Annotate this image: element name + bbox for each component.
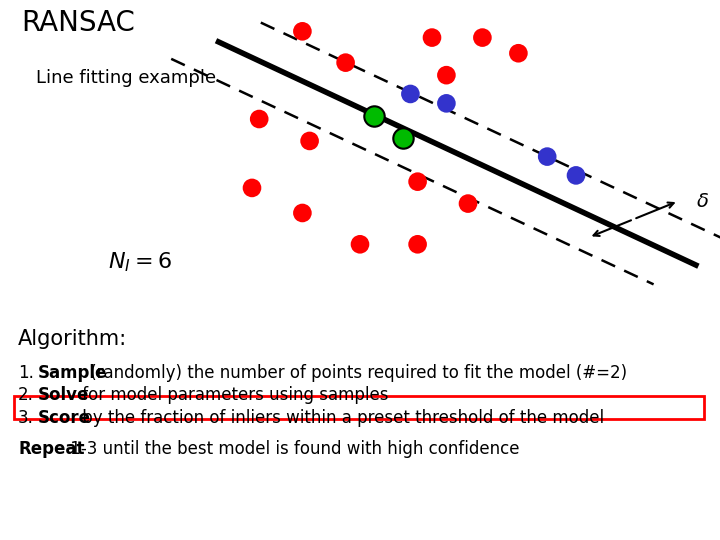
Text: for model parameters using samples: for model parameters using samples (77, 387, 389, 404)
Text: Line fitting example: Line fitting example (36, 69, 216, 87)
Point (297, 208, 308, 217)
Text: by the fraction of inliers within a preset threshold of the model: by the fraction of inliers within a pres… (77, 409, 604, 427)
Point (340, 58, 351, 67)
Bar (14, 396, 704, 419)
Point (304, 137, 315, 145)
Text: Algorithm:: Algorithm: (18, 329, 127, 349)
Text: $N_I = 6$: $N_I = 6$ (108, 251, 172, 274)
Text: Sample: Sample (38, 364, 107, 382)
Point (441, 71, 452, 79)
Point (253, 114, 265, 123)
Point (397, 133, 409, 142)
Point (441, 99, 452, 107)
Point (297, 27, 308, 36)
Point (369, 112, 380, 120)
Text: 2.: 2. (18, 387, 34, 404)
Text: (randomly) the number of points required to fit the model (#=2): (randomly) the number of points required… (85, 364, 627, 382)
Point (426, 33, 438, 42)
Point (405, 90, 416, 98)
Point (246, 184, 258, 192)
Point (462, 199, 474, 208)
Text: Repeat: Repeat (18, 440, 84, 457)
Text: 3.: 3. (18, 409, 34, 427)
Point (354, 240, 366, 248)
Point (570, 171, 582, 180)
Text: $\delta$: $\delta$ (696, 192, 709, 211)
Point (412, 240, 423, 248)
Text: RANSAC: RANSAC (22, 9, 135, 37)
Point (412, 177, 423, 186)
Text: 1.: 1. (18, 364, 34, 382)
Point (513, 49, 524, 58)
Text: 1-3 until the best model is found with high confidence: 1-3 until the best model is found with h… (65, 440, 519, 457)
Text: Score: Score (38, 409, 91, 427)
Point (477, 33, 488, 42)
Text: Solve: Solve (38, 387, 89, 404)
Point (541, 152, 553, 161)
